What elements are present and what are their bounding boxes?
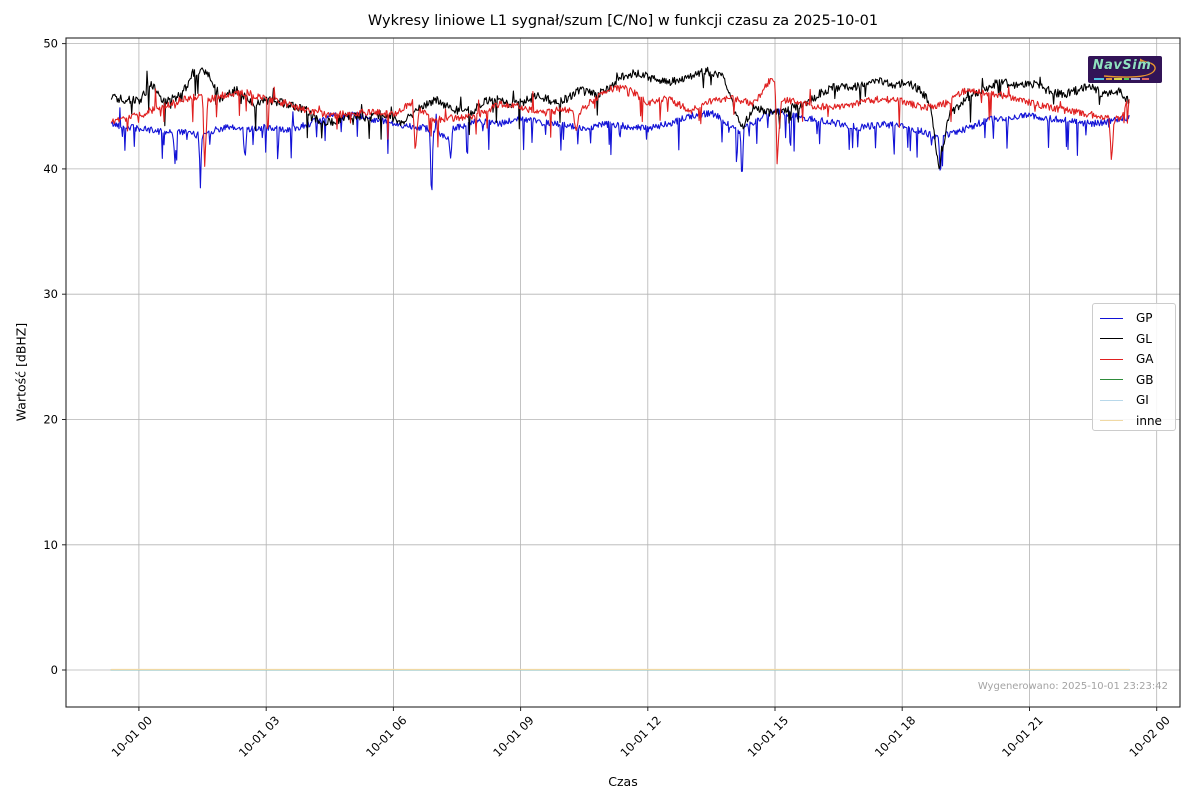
legend-item-GB: GB — [1093, 370, 1175, 391]
chart-title: Wykresy liniowe L1 sygnał/szum [C/No] w … — [367, 13, 879, 29]
x-tick-label: 10-01 00 — [109, 713, 155, 759]
logo-swoosh-icon — [1103, 58, 1156, 78]
series-line-GL — [110, 66, 1130, 170]
x-tick-label: 10-01 03 — [236, 713, 282, 759]
y-tick-labels: 0 10 20 30 40 50 — [43, 37, 58, 677]
legend-item-GI: GI — [1093, 390, 1175, 411]
gridlines — [66, 38, 1180, 707]
x-tick-label: 10-01 12 — [617, 713, 663, 759]
tagline-segment — [1131, 77, 1140, 80]
legend-items: GP GL GA GB GI inne — [1093, 308, 1175, 431]
x-tick-label: 10-01 15 — [745, 713, 791, 759]
legend-item-GL: GL — [1093, 329, 1175, 350]
tagline-segment — [1142, 77, 1149, 80]
legend-label: GL — [1136, 331, 1152, 346]
y-tick-label: 30 — [43, 287, 58, 301]
x-tick-labels: 10-01 00 10-01 03 10-01 06 10-01 09 10-01 12… — [109, 713, 1173, 759]
legend-line-sample — [1100, 379, 1123, 381]
legend-item-inne: inne — [1093, 411, 1175, 432]
y-tick-label: 10 — [43, 538, 58, 552]
tagline-segment — [1114, 77, 1122, 80]
logo-tagline — [1094, 77, 1149, 80]
legend-item-GP: GP — [1093, 308, 1175, 329]
legend-label: GA — [1136, 352, 1154, 367]
plot-border — [65, 37, 1181, 708]
series-line-GP — [110, 106, 1130, 191]
y-tick-label: 0 — [51, 663, 58, 677]
legend-label: GI — [1136, 393, 1149, 408]
y-tick-label: 20 — [43, 413, 58, 427]
x-tick-label: 10-01 18 — [872, 713, 918, 759]
x-tick-label: 10-01 09 — [490, 713, 536, 759]
legend-label: GP — [1136, 311, 1153, 326]
legend-item-GA: GA — [1093, 349, 1175, 370]
axis-tick-marks — [62, 43, 1158, 711]
series-line-GA — [110, 77, 1130, 167]
series-lines — [110, 66, 1130, 671]
chart-legend: GP GL GA GB GI inne — [1092, 303, 1176, 431]
x-tick-label: 10-01 06 — [363, 713, 409, 759]
y-axis-label: Wartość [dBHZ] — [13, 322, 29, 422]
y-tick-label: 50 — [43, 37, 58, 51]
legend-label: inne — [1136, 413, 1162, 428]
navsim-logo: NavSim — [1088, 56, 1162, 83]
legend-line-sample — [1100, 317, 1123, 319]
x-axis-label: Czas — [608, 774, 638, 789]
tagline-segment — [1106, 77, 1112, 80]
generated-timestamp: Wygenerowano: 2025-10-01 23:23:42 — [977, 681, 1168, 692]
legend-line-sample — [1100, 420, 1123, 422]
legend-line-sample — [1100, 358, 1123, 360]
legend-line-sample — [1100, 399, 1123, 401]
tagline-segment — [1124, 77, 1129, 80]
tagline-segment — [1094, 77, 1104, 80]
x-tick-label: 10-01 21 — [999, 713, 1045, 759]
y-tick-label: 40 — [43, 162, 58, 176]
x-tick-label: 10-02 00 — [1126, 713, 1172, 759]
legend-line-sample — [1100, 338, 1123, 340]
logo-text: NavSim — [1092, 58, 1152, 73]
legend-label: GB — [1136, 372, 1154, 387]
